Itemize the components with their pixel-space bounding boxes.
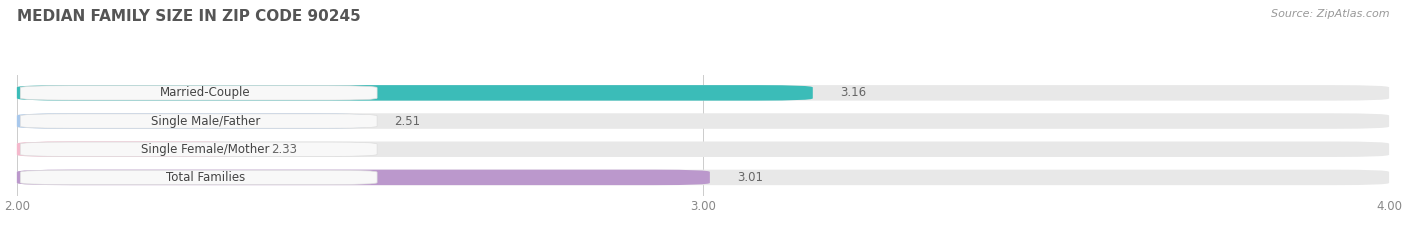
Text: 2.33: 2.33 — [271, 143, 297, 156]
Text: 3.16: 3.16 — [841, 86, 866, 99]
FancyBboxPatch shape — [17, 170, 1389, 185]
Text: Source: ZipAtlas.com: Source: ZipAtlas.com — [1271, 9, 1389, 19]
Text: 3.01: 3.01 — [737, 171, 763, 184]
Text: Total Families: Total Families — [166, 171, 245, 184]
FancyBboxPatch shape — [17, 113, 1389, 129]
FancyBboxPatch shape — [17, 113, 367, 129]
FancyBboxPatch shape — [20, 142, 377, 156]
Text: Single Male/Father: Single Male/Father — [150, 115, 260, 127]
FancyBboxPatch shape — [17, 85, 813, 101]
Text: MEDIAN FAMILY SIZE IN ZIP CODE 90245: MEDIAN FAMILY SIZE IN ZIP CODE 90245 — [17, 9, 360, 24]
FancyBboxPatch shape — [20, 86, 377, 100]
FancyBboxPatch shape — [17, 170, 710, 185]
FancyBboxPatch shape — [17, 141, 1389, 157]
Text: Married-Couple: Married-Couple — [160, 86, 250, 99]
Text: 2.51: 2.51 — [394, 115, 420, 127]
FancyBboxPatch shape — [20, 170, 377, 185]
Text: Single Female/Mother: Single Female/Mother — [142, 143, 270, 156]
FancyBboxPatch shape — [17, 85, 1389, 101]
FancyBboxPatch shape — [17, 141, 243, 157]
FancyBboxPatch shape — [20, 114, 377, 128]
